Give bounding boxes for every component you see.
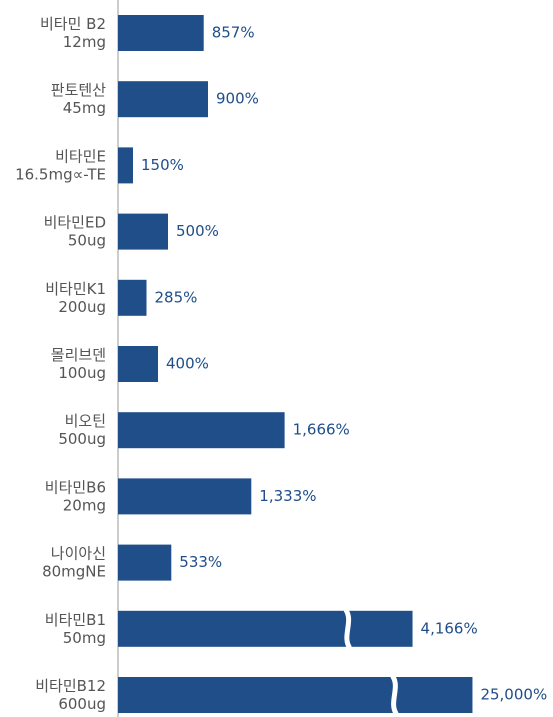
value-label: 900% xyxy=(216,90,259,108)
bar xyxy=(118,213,168,250)
category-label: 나이아신 80mgNE xyxy=(42,544,106,580)
bar xyxy=(118,478,252,515)
bar xyxy=(118,412,285,449)
category-label: 비타민B6 20mg xyxy=(45,478,106,514)
category-label: 몰리브덴 100ug xyxy=(51,346,106,382)
value-label: 857% xyxy=(212,24,255,42)
category-label: 비오틴 500ug xyxy=(58,412,106,448)
category-label: 비타민 B2 12mg xyxy=(40,15,106,51)
category-label: 비타민B12 600ug xyxy=(35,677,106,713)
value-label: 400% xyxy=(166,355,209,373)
category-label: 비타민B1 50mg xyxy=(45,610,106,646)
bar xyxy=(118,677,473,713)
value-label: 285% xyxy=(155,288,198,306)
bar xyxy=(118,15,204,51)
bar xyxy=(118,81,208,118)
bar xyxy=(118,279,147,316)
category-label: 비타민E 16.5mg∝-TE xyxy=(15,147,106,183)
bar xyxy=(118,346,158,382)
category-label: 비타민ED 50ug xyxy=(44,213,106,249)
value-label: 1,333% xyxy=(259,487,316,505)
value-label: 533% xyxy=(179,553,222,571)
category-label: 판토텐산 45mg xyxy=(51,81,106,117)
bar xyxy=(118,147,133,184)
value-label: 25,000% xyxy=(480,686,547,704)
bar xyxy=(118,610,413,647)
category-label: 비타민K1 200ug xyxy=(45,279,106,315)
bar xyxy=(118,544,172,581)
axis-break xyxy=(390,674,399,716)
value-label: 500% xyxy=(176,222,219,240)
value-label: 4,166% xyxy=(421,619,478,637)
axis-break xyxy=(343,608,352,650)
value-label: 150% xyxy=(141,156,184,174)
value-label: 1,666% xyxy=(293,421,350,439)
